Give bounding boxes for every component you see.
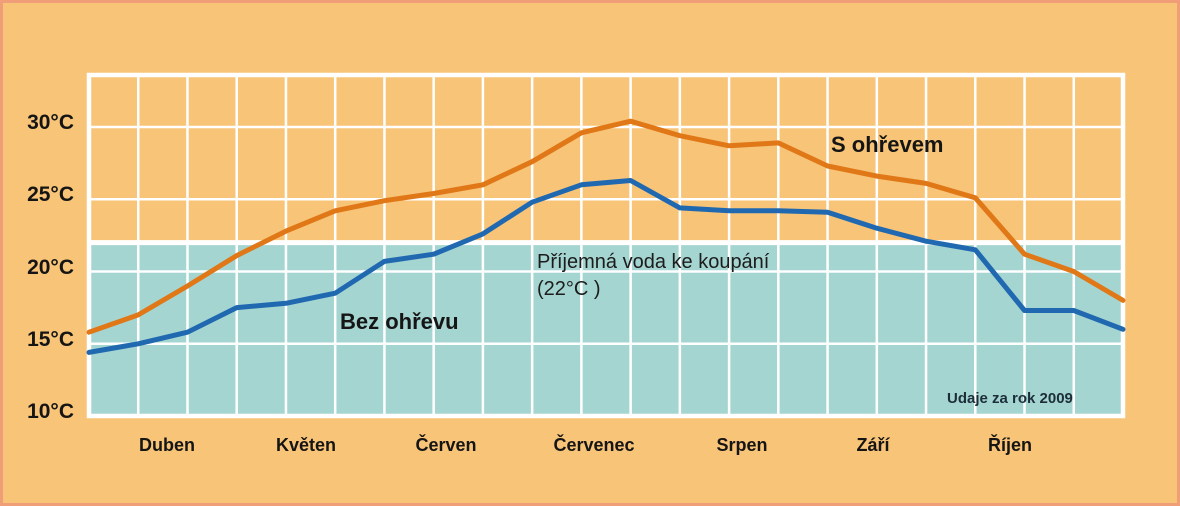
x-tick-label: Červen bbox=[415, 435, 477, 455]
x-tick-label: Květen bbox=[275, 435, 337, 455]
comfort-zone-label: Příjemná voda ke koupání (22°C ) bbox=[537, 249, 769, 303]
comfort-zone-label-line2: (22°C ) bbox=[537, 278, 601, 300]
y-tick-label: 10°C bbox=[27, 400, 74, 423]
x-tick-label: Září bbox=[856, 435, 890, 455]
y-tick-label: 20°C bbox=[27, 255, 74, 279]
plot-frame bbox=[86, 72, 1126, 419]
x-tick-label: Duben bbox=[139, 435, 195, 455]
series-label-bez-ohrevu: Bez ohřevu bbox=[340, 309, 459, 334]
y-tick-label: 30°C bbox=[27, 111, 74, 135]
series-line-s-ohrevem bbox=[86, 118, 1126, 335]
x-tick-label: Červenec bbox=[553, 435, 635, 455]
source-note: Udaje za rok 2009 bbox=[947, 390, 1073, 407]
y-tick-label: 25°C bbox=[27, 183, 74, 207]
series-label-s-ohrevem: S ohřevem bbox=[831, 132, 944, 157]
y-tick-label: 15°C bbox=[27, 327, 74, 351]
series-line-bez-ohrevu bbox=[86, 178, 1126, 355]
comfort-zone-label-line1: Příjemná voda ke koupání bbox=[537, 251, 770, 273]
x-tick-label: Říjen bbox=[987, 435, 1033, 455]
x-tick-label: Srpen bbox=[716, 435, 768, 455]
